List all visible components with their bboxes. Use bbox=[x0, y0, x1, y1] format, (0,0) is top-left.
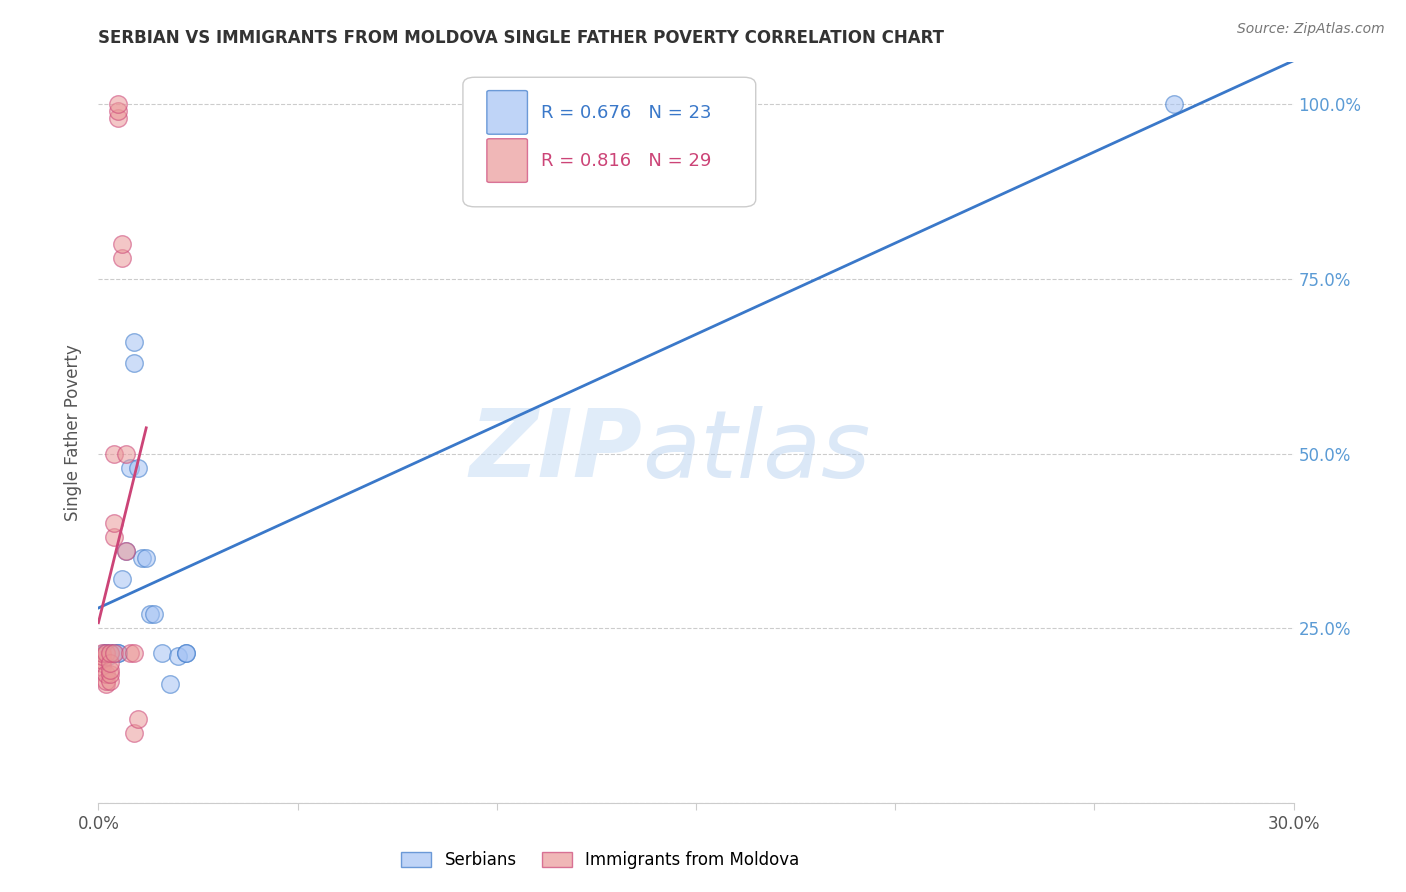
FancyBboxPatch shape bbox=[486, 138, 527, 182]
Point bbox=[98, 673, 122, 688]
Point bbox=[150, 646, 173, 660]
Point bbox=[143, 607, 166, 622]
Point bbox=[98, 663, 122, 677]
Point bbox=[96, 646, 118, 660]
Point bbox=[107, 646, 129, 660]
Text: atlas: atlas bbox=[643, 406, 870, 497]
Point bbox=[103, 646, 125, 660]
Point bbox=[96, 666, 118, 681]
Point bbox=[111, 251, 134, 265]
Point bbox=[111, 237, 134, 252]
Point bbox=[115, 544, 138, 558]
Point bbox=[96, 673, 118, 688]
Point bbox=[91, 659, 114, 673]
Point bbox=[120, 646, 142, 660]
Point bbox=[103, 446, 125, 460]
Point bbox=[120, 460, 142, 475]
Point bbox=[124, 646, 146, 660]
Point bbox=[91, 646, 114, 660]
Point bbox=[127, 712, 149, 726]
Legend: Serbians, Immigrants from Moldova: Serbians, Immigrants from Moldova bbox=[395, 845, 806, 876]
Point bbox=[107, 646, 129, 660]
Point bbox=[98, 646, 122, 660]
Point bbox=[98, 666, 122, 681]
Point bbox=[124, 334, 146, 349]
Point bbox=[131, 551, 153, 566]
Point bbox=[115, 446, 138, 460]
Point bbox=[91, 649, 114, 664]
Text: R = 0.816   N = 29: R = 0.816 N = 29 bbox=[541, 152, 711, 169]
Point bbox=[91, 652, 114, 666]
Point bbox=[96, 646, 118, 660]
Point bbox=[174, 646, 197, 660]
Point bbox=[98, 646, 122, 660]
Point bbox=[97, 649, 120, 664]
Point bbox=[115, 544, 138, 558]
Point bbox=[139, 607, 162, 622]
Y-axis label: Single Father Poverty: Single Father Poverty bbox=[65, 344, 83, 521]
Point bbox=[96, 677, 118, 691]
FancyBboxPatch shape bbox=[463, 78, 756, 207]
FancyBboxPatch shape bbox=[486, 91, 527, 135]
Point bbox=[111, 572, 134, 586]
Point bbox=[174, 646, 197, 660]
Text: SERBIAN VS IMMIGRANTS FROM MOLDOVA SINGLE FATHER POVERTY CORRELATION CHART: SERBIAN VS IMMIGRANTS FROM MOLDOVA SINGL… bbox=[98, 29, 945, 47]
Point bbox=[107, 97, 129, 112]
Point bbox=[124, 726, 146, 740]
Point bbox=[1163, 97, 1185, 112]
Point bbox=[167, 649, 190, 664]
Point bbox=[107, 112, 129, 126]
Point bbox=[103, 646, 125, 660]
Point bbox=[93, 646, 115, 660]
Point bbox=[107, 104, 129, 119]
Point bbox=[127, 460, 149, 475]
Text: R = 0.676   N = 23: R = 0.676 N = 23 bbox=[541, 103, 711, 122]
Point bbox=[135, 551, 157, 566]
Point bbox=[159, 677, 181, 691]
Point bbox=[103, 516, 125, 531]
Point bbox=[124, 356, 146, 370]
Point bbox=[103, 530, 125, 544]
Point bbox=[91, 656, 114, 670]
Point bbox=[98, 656, 122, 670]
Text: Source: ZipAtlas.com: Source: ZipAtlas.com bbox=[1237, 22, 1385, 37]
Text: ZIP: ZIP bbox=[470, 405, 643, 497]
